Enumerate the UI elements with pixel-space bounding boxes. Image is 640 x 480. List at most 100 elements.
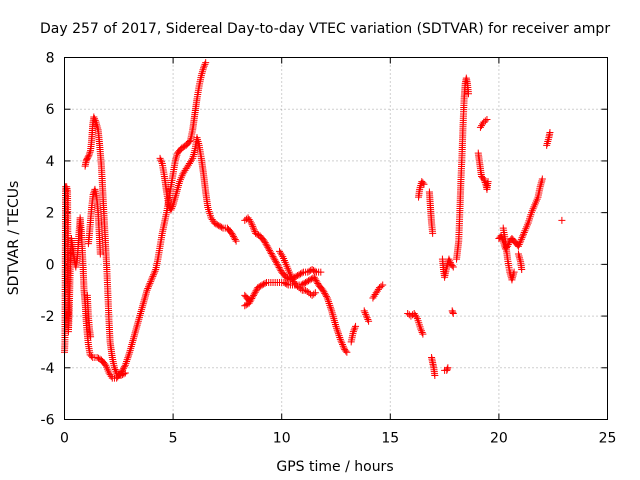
data-point — [310, 290, 318, 298]
data-point — [306, 276, 314, 284]
data-point — [215, 222, 223, 230]
data-point — [304, 268, 312, 276]
data-point — [310, 266, 318, 274]
data-point — [138, 304, 146, 312]
data-point — [95, 354, 103, 362]
data-point — [175, 181, 183, 189]
data-point — [172, 189, 180, 197]
data-point — [255, 283, 263, 291]
data-point — [265, 245, 273, 253]
data-point — [93, 353, 101, 361]
data-point — [333, 326, 341, 334]
data-point — [232, 237, 240, 245]
data-point — [514, 250, 522, 258]
data-point — [326, 301, 334, 309]
data-point — [151, 267, 159, 275]
data-point — [379, 281, 387, 289]
data-point — [297, 270, 305, 278]
data-point — [202, 59, 210, 67]
data-point — [156, 154, 164, 162]
data-point — [342, 347, 350, 355]
data-point — [417, 327, 425, 335]
data-point — [248, 221, 256, 229]
data-point — [420, 180, 428, 188]
data-point — [331, 319, 339, 327]
data-point — [443, 365, 451, 373]
data-point — [519, 232, 527, 240]
data-point — [85, 150, 93, 158]
data-point — [266, 248, 274, 256]
data-point — [137, 308, 145, 316]
data-point — [273, 260, 281, 268]
data-point — [419, 179, 427, 187]
data-point — [264, 243, 272, 251]
data-point — [218, 223, 226, 231]
data-point — [537, 179, 545, 187]
data-point — [212, 220, 220, 228]
data-point — [134, 319, 142, 327]
x-tick-label: 0 — [60, 431, 69, 447]
data-point — [449, 309, 457, 317]
data-point — [124, 352, 132, 360]
data-point — [339, 341, 347, 349]
data-point — [446, 259, 454, 267]
data-point — [257, 282, 265, 290]
data-point — [275, 263, 283, 271]
data-point — [300, 279, 308, 287]
data-point — [365, 317, 373, 325]
data-point — [321, 289, 329, 297]
data-point — [84, 153, 92, 161]
data-point — [168, 204, 176, 212]
y-tick-label: 8 — [46, 51, 55, 67]
data-point — [340, 344, 348, 352]
data-points — [61, 59, 566, 382]
data-point — [320, 288, 328, 296]
data-point — [158, 158, 166, 166]
data-point — [449, 308, 457, 316]
data-point — [168, 203, 176, 211]
data-point — [87, 333, 95, 341]
data-point — [86, 148, 94, 156]
data-point — [515, 252, 523, 260]
data-point — [126, 346, 134, 354]
y-tick-label: -4 — [41, 361, 55, 377]
data-point — [337, 337, 345, 345]
data-point — [363, 314, 371, 322]
data-point — [351, 324, 359, 332]
data-point — [272, 259, 280, 267]
y-tick-label: -6 — [41, 413, 55, 429]
data-point — [336, 335, 344, 343]
data-point — [431, 372, 439, 380]
data-point — [144, 283, 152, 291]
data-point — [338, 339, 346, 347]
data-point — [484, 178, 492, 186]
data-point — [245, 297, 253, 305]
data-point — [444, 364, 452, 372]
data-point — [360, 307, 368, 315]
data-point — [328, 309, 336, 317]
data-point — [254, 284, 262, 292]
data-point — [147, 278, 155, 286]
data-point — [328, 307, 336, 315]
data-point — [150, 269, 158, 277]
data-point — [281, 279, 289, 287]
data-point — [244, 295, 252, 303]
data-point — [278, 251, 286, 259]
data-point — [508, 276, 516, 284]
data-point — [546, 128, 554, 136]
data-point — [446, 257, 454, 265]
x-tick-labels: 0 5 10 15 20 25 — [60, 431, 616, 447]
data-point — [266, 246, 274, 254]
data-point — [497, 232, 505, 240]
data-point — [129, 337, 137, 345]
data-point — [268, 251, 276, 259]
data-point — [267, 249, 275, 257]
data-point — [260, 237, 268, 245]
data-point — [274, 262, 282, 270]
data-point — [129, 335, 137, 343]
y-tick-label: 4 — [46, 154, 55, 170]
data-point — [146, 279, 154, 287]
data-point — [481, 117, 489, 125]
data-point — [249, 293, 257, 301]
